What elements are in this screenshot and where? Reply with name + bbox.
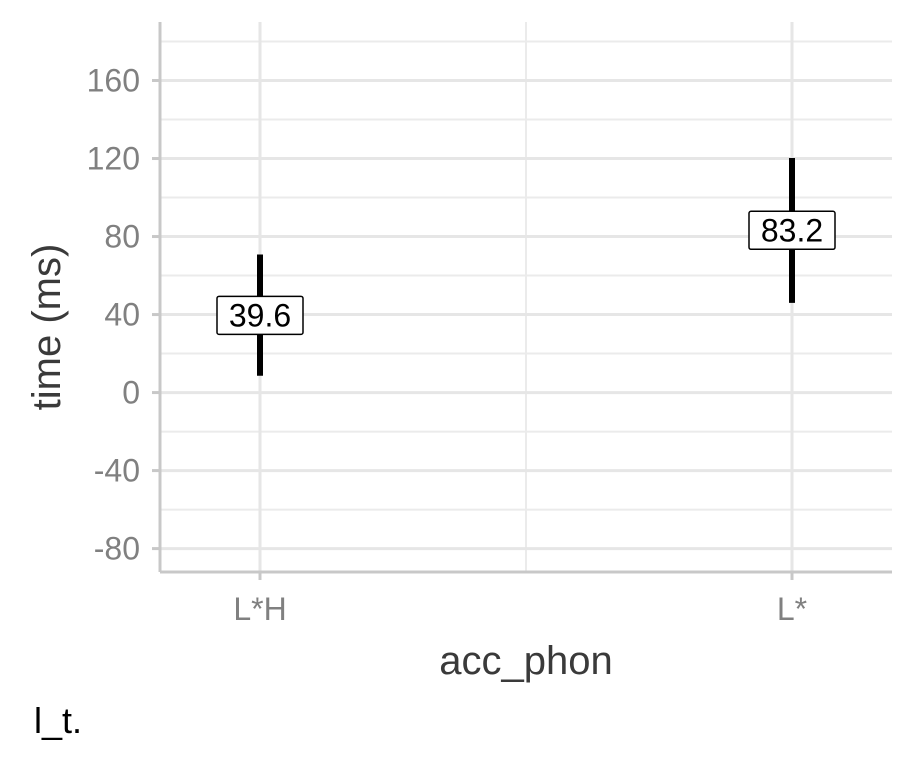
- y-tick-label: -40: [94, 453, 140, 489]
- y-axis-ticks: -80 -40 0 40 80 120 160: [87, 63, 160, 567]
- y-axis-title: time (ms): [25, 244, 69, 411]
- data-label-box: [216, 295, 304, 336]
- x-axis-ticks: L*H L*: [233, 572, 807, 627]
- data-labels: 39.6 83.2: [216, 210, 836, 336]
- data-label: 39.6: [229, 297, 291, 333]
- data-label-box: [748, 210, 836, 251]
- y-tick-label: 120: [87, 141, 140, 177]
- y-tick-label: 0: [122, 375, 140, 411]
- x-tick-label: L*: [777, 591, 807, 627]
- minor-gridlines: [160, 22, 892, 572]
- y-tick-label: -80: [94, 531, 140, 567]
- y-tick-label: 80: [104, 219, 140, 255]
- x-axis-title: acc_phon: [439, 639, 612, 683]
- x-tick-label: L*H: [233, 591, 286, 627]
- y-tick-label: 40: [104, 297, 140, 333]
- figure-caption: l_t.: [34, 700, 83, 741]
- data-label: 83.2: [761, 212, 823, 248]
- y-tick-label: 160: [87, 63, 140, 99]
